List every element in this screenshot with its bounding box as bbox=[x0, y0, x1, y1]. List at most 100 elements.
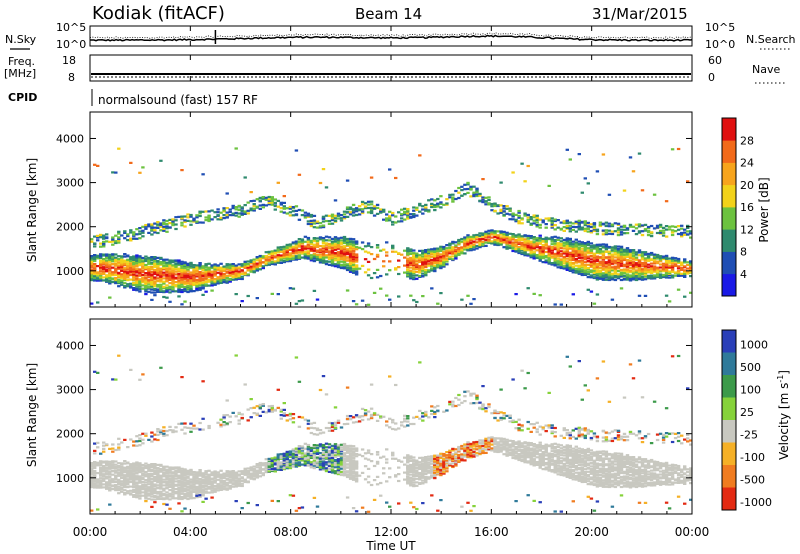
power-cell bbox=[667, 300, 672, 303]
power-cell bbox=[631, 255, 636, 258]
velocity-cell bbox=[231, 411, 235, 414]
power-cell bbox=[547, 247, 551, 250]
power-cell bbox=[252, 207, 256, 210]
velocity-cell bbox=[276, 468, 280, 471]
power-cell bbox=[622, 228, 627, 231]
power-cell bbox=[156, 271, 160, 274]
power-cell bbox=[231, 272, 235, 275]
power-cell bbox=[249, 259, 253, 262]
velocity-cell bbox=[189, 493, 193, 496]
power-cell bbox=[640, 275, 645, 278]
power-cell bbox=[270, 254, 274, 258]
velocity-cell bbox=[117, 471, 121, 474]
power-cell bbox=[294, 213, 299, 216]
velocity-cell bbox=[105, 482, 109, 485]
power-cell bbox=[689, 261, 693, 264]
power-cell bbox=[631, 170, 636, 173]
power-cell bbox=[159, 262, 163, 265]
velocity-cell bbox=[306, 447, 311, 450]
power-cell bbox=[643, 257, 648, 260]
velocity-cell bbox=[141, 480, 145, 483]
power-cell bbox=[192, 281, 196, 284]
power-cell bbox=[445, 249, 449, 252]
power-cell bbox=[529, 218, 533, 221]
power-cell bbox=[90, 274, 94, 277]
power-cell bbox=[333, 214, 338, 217]
power-cell bbox=[514, 234, 518, 237]
power-cell bbox=[360, 248, 365, 251]
velocity-cell bbox=[129, 492, 133, 495]
power-cell bbox=[460, 240, 464, 243]
power-cell bbox=[436, 302, 440, 305]
power-cell bbox=[285, 245, 289, 248]
power-cell bbox=[442, 247, 446, 250]
power-cell bbox=[511, 243, 515, 246]
power-cell bbox=[439, 249, 443, 253]
velocity-cell bbox=[306, 452, 311, 456]
power-cell bbox=[330, 242, 335, 245]
power-cell bbox=[493, 240, 497, 243]
power-cell bbox=[451, 252, 455, 255]
power-cell bbox=[306, 238, 311, 241]
power-cell bbox=[321, 244, 326, 247]
velocity-cell bbox=[189, 468, 193, 471]
velocity-cell bbox=[132, 485, 136, 488]
velocity-cell bbox=[225, 474, 229, 477]
velocity-cell bbox=[186, 481, 190, 484]
power-cell bbox=[372, 291, 377, 294]
velocity-cell bbox=[291, 459, 296, 462]
power-cell bbox=[400, 213, 404, 216]
velocity-cell bbox=[162, 502, 166, 506]
power-cell bbox=[412, 270, 416, 273]
power-ylabel: Slant Range [km] bbox=[25, 158, 39, 262]
velocity-cell bbox=[240, 507, 244, 510]
power-cell bbox=[204, 268, 208, 271]
power-cell bbox=[318, 255, 323, 259]
power-cell bbox=[159, 283, 163, 286]
power-cell bbox=[436, 261, 440, 265]
power-cell bbox=[363, 207, 368, 210]
power-cell bbox=[475, 235, 479, 239]
velocity-cell bbox=[132, 444, 136, 447]
velocity-cell bbox=[114, 480, 118, 484]
power-cell bbox=[138, 227, 142, 230]
power-cell bbox=[342, 253, 347, 256]
power-cell bbox=[300, 256, 305, 259]
power-cell bbox=[511, 213, 515, 217]
power-cell bbox=[342, 248, 347, 251]
power-cell bbox=[336, 247, 341, 250]
power-cell bbox=[297, 300, 302, 303]
power-cell bbox=[246, 264, 250, 267]
power-cell bbox=[150, 273, 154, 276]
power-cell bbox=[216, 208, 220, 211]
power-cell bbox=[135, 264, 139, 267]
power-cell bbox=[586, 230, 590, 233]
power-cell bbox=[607, 269, 612, 272]
power-cell bbox=[162, 229, 166, 232]
power-cell bbox=[481, 244, 485, 247]
power-cell bbox=[123, 267, 127, 270]
power-cell bbox=[150, 280, 154, 283]
power-cell bbox=[93, 259, 97, 263]
power-cell bbox=[102, 279, 106, 282]
power-cell bbox=[484, 236, 488, 239]
cpid-panel: CPID normalsound (fast) 157 RF bbox=[8, 89, 258, 107]
power-cell bbox=[111, 273, 115, 276]
power-cell bbox=[102, 245, 106, 248]
power-cell bbox=[661, 275, 666, 278]
power-cell bbox=[583, 263, 587, 267]
velocity-cell bbox=[285, 452, 289, 455]
power-cell bbox=[333, 263, 338, 266]
power-cell bbox=[345, 253, 350, 256]
velocity-cell bbox=[204, 491, 208, 494]
power-cell bbox=[565, 261, 569, 264]
power-cell bbox=[225, 263, 229, 266]
power-cell bbox=[613, 271, 618, 274]
velocity-cell bbox=[288, 462, 293, 465]
power-cell bbox=[517, 250, 521, 253]
power-cell bbox=[156, 265, 160, 268]
velocity-cell bbox=[222, 424, 226, 427]
power-cell bbox=[508, 246, 512, 250]
power-cell bbox=[610, 269, 615, 272]
power-cell bbox=[613, 261, 618, 264]
